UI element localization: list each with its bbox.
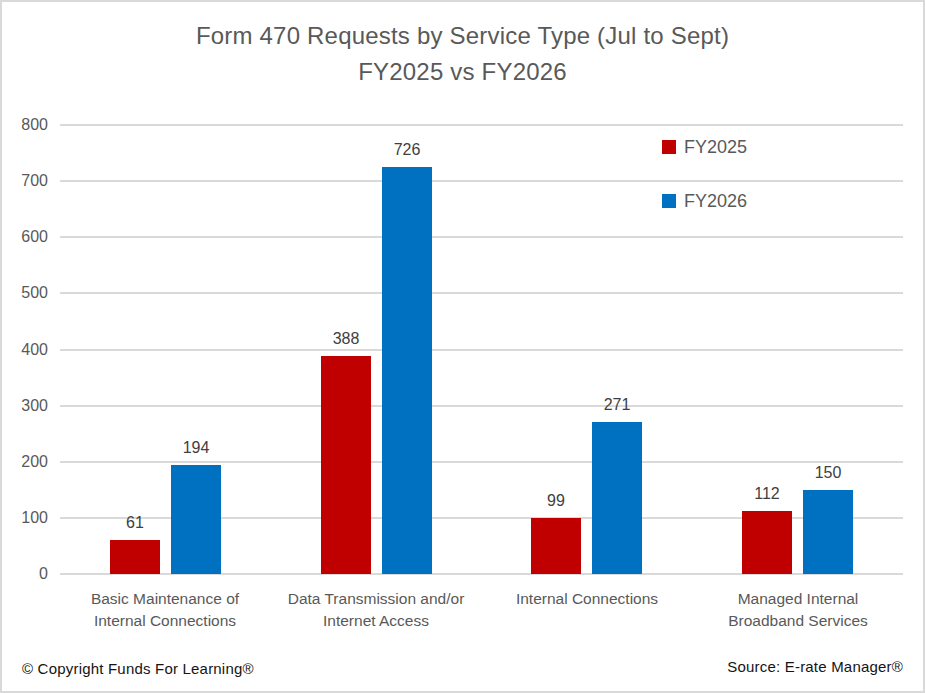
gridline-y-700 [60, 180, 903, 182]
y-axis-tick-label: 100 [4, 510, 48, 526]
x-axis-category-label: Basic Maintenance of Internal Connection… [70, 588, 260, 632]
plot-area: 61194Basic Maintenance of Internal Conne… [60, 125, 903, 574]
bar-fy2025 [321, 356, 371, 574]
data-label: 726 [357, 141, 457, 158]
chart-title-block: Form 470 Requests by Service Type (Jul t… [2, 18, 923, 90]
copyright-text: © Copyright Funds For Learning® [22, 660, 254, 677]
source-text: Source: E-rate Manager® [727, 658, 903, 675]
gridline-y-300 [60, 405, 903, 407]
y-axis-tick-label: 0 [4, 566, 48, 582]
y-axis-tick-label: 200 [4, 454, 48, 470]
legend-entry-fy2026: FY2026 [662, 192, 747, 210]
legend-label: FY2025 [684, 138, 747, 156]
y-axis-tick-label: 500 [4, 285, 48, 301]
bar-fy2025 [110, 540, 160, 574]
x-axis-category-label: Internal Connections [492, 588, 682, 610]
gridline-y-800 [60, 124, 903, 126]
y-axis-tick-label: 800 [4, 117, 48, 133]
y-axis-tick-label: 300 [4, 398, 48, 414]
gridline-y-500 [60, 292, 903, 294]
legend-entry-fy2025: FY2025 [662, 138, 747, 156]
data-label: 150 [778, 464, 878, 481]
bar-fy2026 [803, 490, 853, 574]
data-label: 61 [85, 514, 185, 531]
y-axis-tick-label: 400 [4, 342, 48, 358]
chart-subtitle: FY2025 vs FY2026 [2, 54, 923, 90]
bar-fy2026 [382, 167, 432, 574]
data-label: 99 [506, 492, 606, 509]
bar-fy2025 [531, 518, 581, 574]
legend: FY2025 FY2026 [662, 138, 747, 246]
data-label: 112 [717, 485, 817, 502]
legend-label: FY2026 [684, 192, 747, 210]
y-axis-tick-label: 600 [4, 229, 48, 245]
data-label: 271 [567, 396, 667, 413]
data-label: 194 [146, 439, 246, 456]
y-axis-tick-label: 700 [4, 173, 48, 189]
data-label: 388 [296, 330, 396, 347]
chart-title: Form 470 Requests by Service Type (Jul t… [2, 18, 923, 54]
gridline-y-200 [60, 461, 903, 463]
gridline-y-400 [60, 349, 903, 351]
bar-fy2026 [171, 465, 221, 574]
x-axis-category-label: Managed Internal Broadband Services [703, 588, 893, 632]
bar-fy2026 [592, 422, 642, 574]
legend-swatch-icon [662, 194, 676, 208]
gridline-y-600 [60, 236, 903, 238]
x-axis-category-label: Data Transmission and/or Internet Access [281, 588, 471, 632]
chart-frame: Form 470 Requests by Service Type (Jul t… [0, 0, 925, 693]
legend-swatch-icon [662, 140, 676, 154]
bar-fy2025 [742, 511, 792, 574]
